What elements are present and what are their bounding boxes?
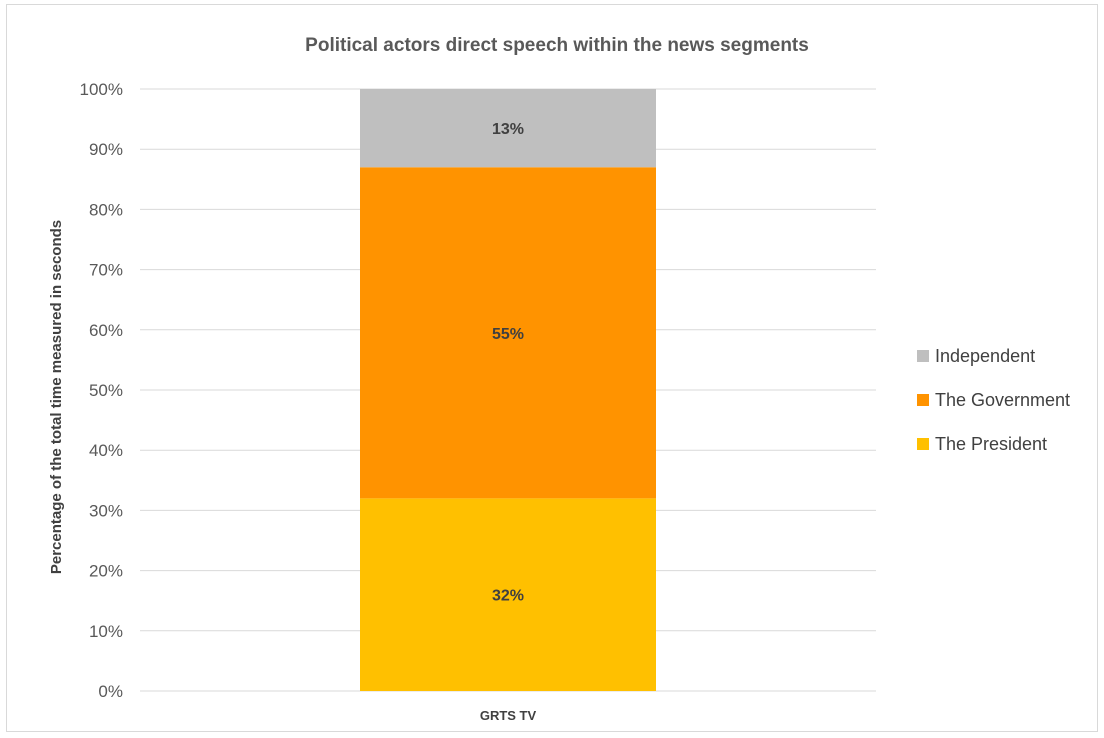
- bar-segment-the-president: [360, 498, 656, 691]
- y-tick-label: 0%: [98, 682, 123, 701]
- legend-label: The President: [935, 434, 1047, 454]
- data-labels: 32% 55% 13%: [492, 121, 524, 605]
- bar-segment-the-government: [360, 167, 656, 499]
- y-tick-label: 90%: [89, 140, 123, 159]
- x-tick-label: GRTS TV: [480, 708, 537, 723]
- y-tick-label: 80%: [89, 200, 123, 219]
- chart-title: Political actors direct speech within th…: [305, 35, 809, 56]
- y-tick-label: 70%: [89, 261, 123, 280]
- y-tick-label: 20%: [89, 562, 123, 581]
- y-tick-label: 10%: [89, 622, 123, 641]
- y-tick-label: 50%: [89, 381, 123, 400]
- legend-swatch: [917, 438, 929, 450]
- y-tick-labels: 0% 10% 20% 30% 40% 50% 60% 70% 80% 90% 100%: [80, 80, 123, 701]
- data-label: 13%: [492, 121, 524, 138]
- legend: Independent The Government The President: [917, 346, 1070, 454]
- bar-segments: [360, 89, 656, 691]
- bar-segment-independent: [360, 89, 656, 168]
- data-label: 32%: [492, 588, 524, 605]
- y-tick-label: 30%: [89, 501, 123, 520]
- legend-label: Independent: [935, 346, 1035, 366]
- x-tick-labels: GRTS TV: [480, 708, 537, 723]
- y-tick-label: 100%: [80, 80, 123, 99]
- y-tick-label: 60%: [89, 321, 123, 340]
- y-tick-label: 40%: [89, 441, 123, 460]
- legend-swatch: [917, 394, 929, 406]
- data-label: 55%: [492, 326, 524, 343]
- y-axis-label: Percentage of the total time measured in…: [48, 220, 65, 574]
- legend-swatch: [917, 350, 929, 362]
- legend-label: The Government: [935, 390, 1070, 410]
